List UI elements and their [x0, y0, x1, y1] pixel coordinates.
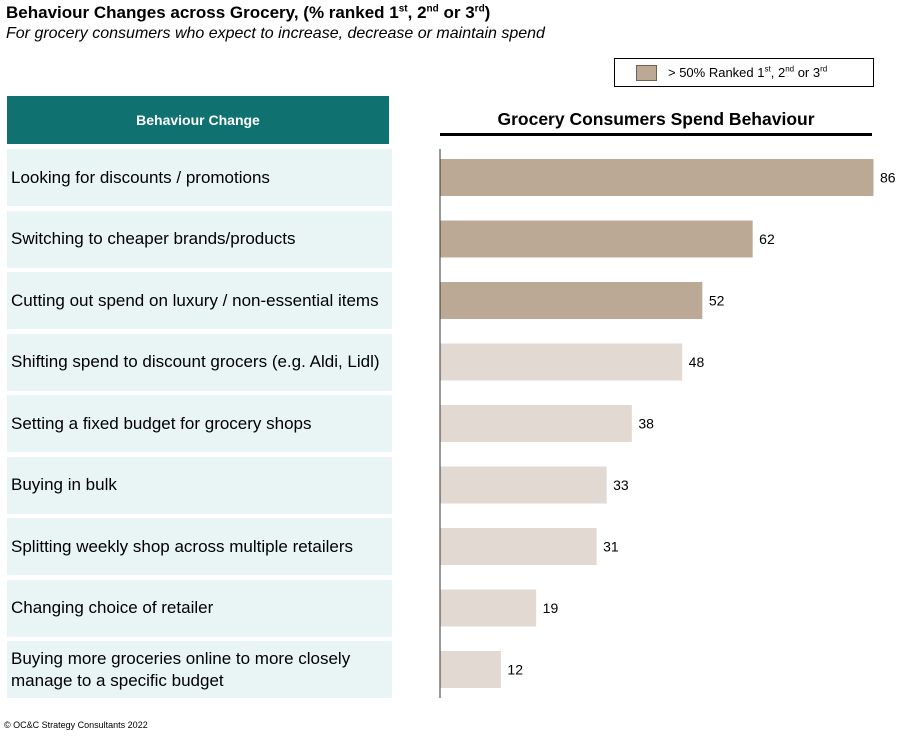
bar [440, 466, 607, 504]
behaviour-row: Setting a fixed budget for grocery shops [7, 395, 392, 452]
data-label: 62 [759, 231, 775, 247]
behaviour-row: Switching to cheaper brands/products [7, 210, 392, 268]
behaviour-row: Splitting weekly shop across multiple re… [7, 518, 392, 575]
legend-swatch [636, 64, 657, 81]
bar [440, 343, 683, 381]
data-label: 38 [638, 416, 654, 432]
page-subtitle: For grocery consumers who expect to incr… [6, 25, 545, 42]
data-label: 48 [689, 354, 705, 370]
behaviour-row: Buying in bulk [7, 456, 392, 514]
page-title: Behaviour Changes across Grocery, (% ran… [6, 3, 491, 22]
chart-title: Grocery Consumers Spend Behaviour [440, 98, 872, 136]
bar [440, 282, 703, 319]
data-label: 12 [507, 662, 523, 678]
legend-label: > 50% Ranked 1st, 2nd or 3rd [668, 64, 828, 80]
data-label: 19 [543, 600, 559, 616]
chart-legend: > 50% Ranked 1st, 2nd or 3rd [614, 58, 874, 87]
title-block: Behaviour Changes across Grocery, (% ran… [6, 2, 545, 44]
bar [440, 220, 753, 258]
behaviour-row: Changing choice of retailer [7, 579, 392, 637]
data-label: 52 [709, 293, 725, 309]
behaviour-row: Buying more groceries online to more clo… [7, 641, 392, 698]
data-label: 31 [603, 539, 619, 555]
behaviour-row: Cutting out spend on luxury / non-essent… [7, 272, 392, 329]
bar [440, 405, 632, 442]
bar [440, 159, 874, 196]
copyright-footer: © OC&C Strategy Consultants 2022 [4, 720, 148, 730]
data-label: 33 [613, 477, 629, 493]
behaviour-column-header: Behaviour Change [7, 96, 389, 144]
behaviour-row: Shifting spend to discount grocers (e.g.… [7, 333, 392, 391]
bar [440, 528, 597, 565]
behaviour-row: Looking for discounts / promotions [7, 149, 392, 206]
data-label: 86 [880, 170, 896, 186]
bar [440, 589, 537, 627]
bar [440, 651, 501, 688]
